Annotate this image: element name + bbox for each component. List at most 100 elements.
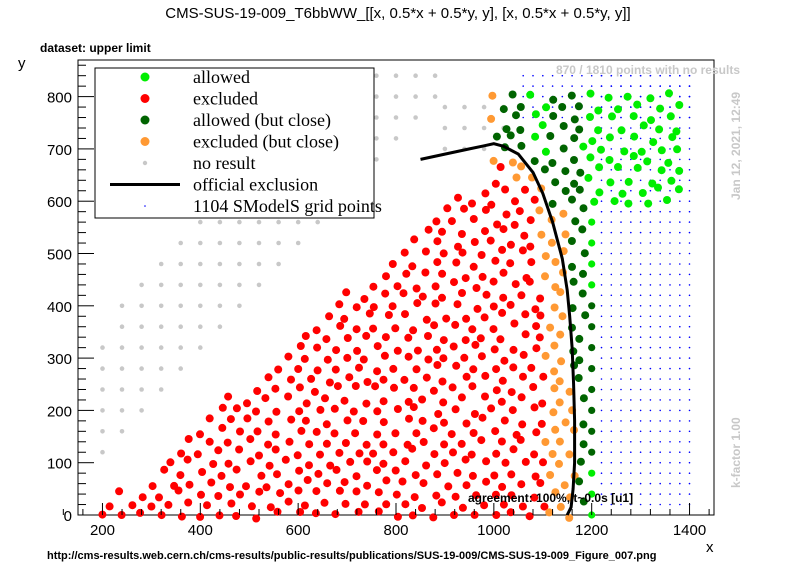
excluded-point [468,325,477,334]
allowed-point [624,177,633,186]
grid-point [679,357,681,359]
allowed-close-point [568,195,576,204]
excluded-close-point [545,508,554,517]
grid-point [630,294,632,297]
grid-point [630,189,632,192]
excluded-point [271,445,280,454]
excluded-point [224,392,233,401]
excluded-point [487,200,496,209]
excluded-point [218,403,227,412]
excluded-close-point [546,471,555,479]
grid-point [669,336,671,339]
no-result-point [217,261,223,267]
excluded-point [379,397,388,406]
no-result-point [119,324,125,330]
excluded-point [500,416,509,425]
allowed-point [588,490,596,498]
excluded-point [489,302,498,311]
excluded-point [380,351,389,360]
excluded-point [382,476,391,485]
excluded-point [518,246,527,255]
excluded-point [424,225,433,234]
y-tick-label: 0 [64,508,72,525]
excluded-point [340,314,349,323]
grid-point [669,493,671,495]
grid-point [649,210,652,213]
grid-point [630,74,632,77]
grid-point [688,210,691,213]
excluded-point [470,238,479,246]
grid-point [620,284,622,286]
grid-point [669,399,671,401]
excluded-point [530,450,539,459]
grid-point [620,420,622,422]
allowed-close-point [506,131,515,140]
excluded-point [404,333,413,342]
excluded-point [392,490,401,499]
grid-point [620,409,622,412]
excluded-point [346,457,355,466]
allowed-point [633,163,642,172]
grid-point [630,336,632,339]
no-result-point [139,345,144,350]
grid-point [532,106,534,108]
grid-point [630,284,632,286]
grid-point [659,461,661,464]
excluded-point [418,395,427,404]
no-result-point [393,73,399,78]
excluded-point [400,375,409,384]
grid-point [669,148,671,150]
grid-point [561,116,564,119]
excluded-point [496,335,505,344]
excluded-point [232,465,241,474]
excluded-point [164,500,173,509]
excluded-point [296,342,305,350]
excluded-point [453,300,462,309]
excluded-point [499,293,508,302]
excluded-close-point [550,303,559,312]
excluded-point [521,330,530,339]
grid-point [649,472,652,475]
excluded-point [451,405,460,414]
excluded-point [382,272,390,281]
excluded-point [499,500,508,509]
grid-point [669,127,671,129]
grid-point [688,441,691,443]
allowed-close-point [561,187,570,195]
excluded-point [408,511,417,520]
excluded-point [352,325,361,334]
allowed-point [624,199,633,208]
excluded-point [532,428,541,437]
grid-point [679,315,681,318]
excluded-close-point [556,502,565,511]
grid-point [639,137,642,140]
grid-point [659,137,661,140]
excluded-point [183,455,192,464]
legend-label: excluded [193,89,258,109]
grid-point [610,252,613,255]
grid-point [669,346,671,349]
excluded-point [412,429,421,438]
excluded-point [217,471,226,480]
excluded-point [322,439,331,448]
grid-point [669,284,671,286]
grid-point [630,106,632,108]
grid-point [561,85,564,87]
grid-point [630,420,632,422]
excluded-close-point [549,408,558,417]
allowed-close-point [578,225,587,234]
grid-point [532,85,534,87]
grid-point [688,461,691,464]
grid-point [669,441,671,443]
excluded-point [362,440,371,449]
grid-point [639,315,642,318]
source-url: http://cms-results.web.cern.ch/cms-resul… [47,550,656,562]
grid-point [600,367,603,370]
allowed-close-point [559,144,568,153]
excluded-point [128,501,137,510]
grid-point [630,388,632,391]
excluded-point [440,440,449,449]
grid-point [532,74,534,77]
excluded-close-point [560,481,569,490]
grid-point [688,137,691,140]
